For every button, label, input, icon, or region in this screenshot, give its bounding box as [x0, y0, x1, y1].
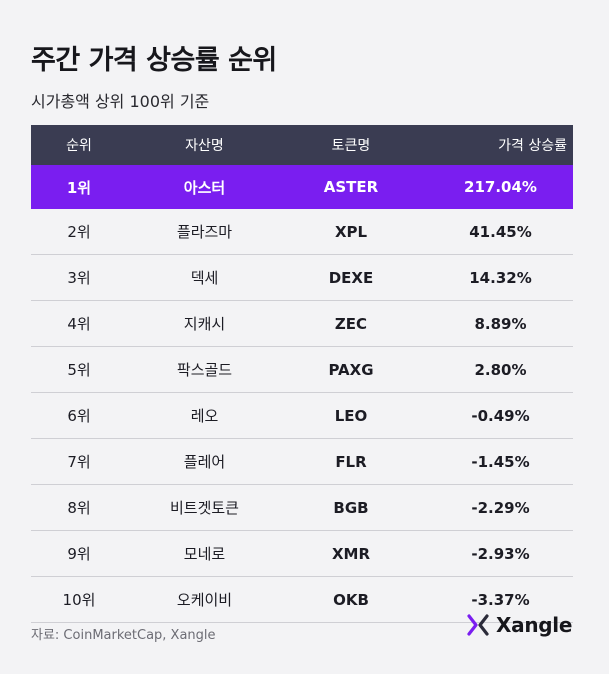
cell-rank: 7위 — [67, 453, 91, 471]
cell-change: -3.37% — [471, 590, 530, 609]
cell-rank: 3위 — [67, 269, 91, 287]
cell-rank: 5위 — [67, 361, 91, 379]
header-token-name: 토큰명 — [331, 138, 371, 154]
cell-change: 41.45% — [469, 222, 532, 241]
cell-token: BGB — [333, 498, 369, 517]
cell-change: 8.89% — [474, 314, 527, 333]
table-row: 10위 오케이비 OKB -3.37% — [31, 577, 573, 623]
cell-change: -2.29% — [471, 498, 530, 517]
ranking-table: 순위 자산명 토큰명 가격 상승률 1위 아스터 ASTER 217.04% 2… — [31, 125, 573, 623]
header-price-change: 가격 상승률 — [498, 138, 567, 154]
cell-token: ASTER — [323, 178, 379, 196]
table-row: 2위 플라즈마 XPL 41.45% — [31, 209, 573, 255]
header-rank: 순위 — [66, 138, 92, 154]
table-header-row: 순위 자산명 토큰명 가격 상승률 — [31, 125, 573, 165]
table-row: 3위 덱세 DEXE 14.32% — [31, 255, 573, 301]
cell-asset-name: 팍스골드 — [176, 361, 233, 379]
cell-token: DEXE — [328, 268, 374, 287]
header-asset-name: 자산명 — [185, 138, 224, 154]
xangle-logo: Xangle — [466, 613, 572, 637]
page-subtitle: 시가총액 상위 100위 기준 — [31, 92, 210, 111]
cell-asset-name: 플레어 — [183, 453, 226, 471]
cell-token: PAXG — [328, 360, 374, 379]
cell-change: -0.49% — [471, 406, 530, 425]
cell-rank: 9위 — [67, 545, 91, 563]
page-title: 주간 가격 상승률 순위 — [31, 45, 277, 76]
cell-token: FLR — [335, 452, 367, 471]
xangle-x-icon — [467, 614, 489, 636]
cell-rank: 6위 — [67, 407, 91, 425]
cell-change: -1.45% — [471, 452, 530, 471]
cell-change: 2.80% — [474, 360, 527, 379]
cell-rank: 1위 — [66, 178, 92, 197]
cell-change: 217.04% — [464, 178, 537, 196]
table-row: 6위 레오 LEO -0.49% — [31, 393, 573, 439]
cell-token: OKB — [333, 590, 369, 609]
cell-asset-name: 비트겟토큰 — [169, 499, 239, 517]
cell-rank: 10위 — [62, 591, 96, 609]
cell-asset-name: 레오 — [190, 407, 219, 425]
table-row: 5위 팍스골드 PAXG 2.80% — [31, 347, 573, 393]
cell-change: 14.32% — [469, 268, 532, 287]
cell-token: LEO — [334, 406, 368, 425]
logo-text: Xangle — [496, 613, 573, 637]
cell-token: XPL — [334, 222, 368, 241]
table-row: 4위 지캐시 ZEC 8.89% — [31, 301, 573, 347]
table-row: 1위 아스터 ASTER 217.04% — [31, 165, 573, 209]
table-row: 7위 플레어 FLR -1.45% — [31, 439, 573, 485]
cell-asset-name: 아스터 — [183, 178, 226, 197]
cell-token: XMR — [331, 544, 371, 563]
cell-asset-name: 오케이비 — [176, 591, 233, 609]
source-note: 자료: CoinMarketCap, Xangle — [31, 628, 216, 643]
table-row: 8위 비트겟토큰 BGB -2.29% — [31, 485, 573, 531]
cell-asset-name: 지캐시 — [183, 315, 226, 333]
cell-asset-name: 플라즈마 — [176, 223, 233, 241]
cell-token: ZEC — [334, 314, 368, 333]
cell-rank: 4위 — [67, 315, 91, 333]
cell-rank: 8위 — [67, 499, 91, 517]
cell-change: -2.93% — [471, 544, 530, 563]
cell-rank: 2위 — [67, 223, 91, 241]
cell-asset-name: 덱세 — [190, 269, 219, 287]
cell-asset-name: 모네로 — [183, 545, 226, 563]
table-row: 9위 모네로 XMR -2.93% — [31, 531, 573, 577]
